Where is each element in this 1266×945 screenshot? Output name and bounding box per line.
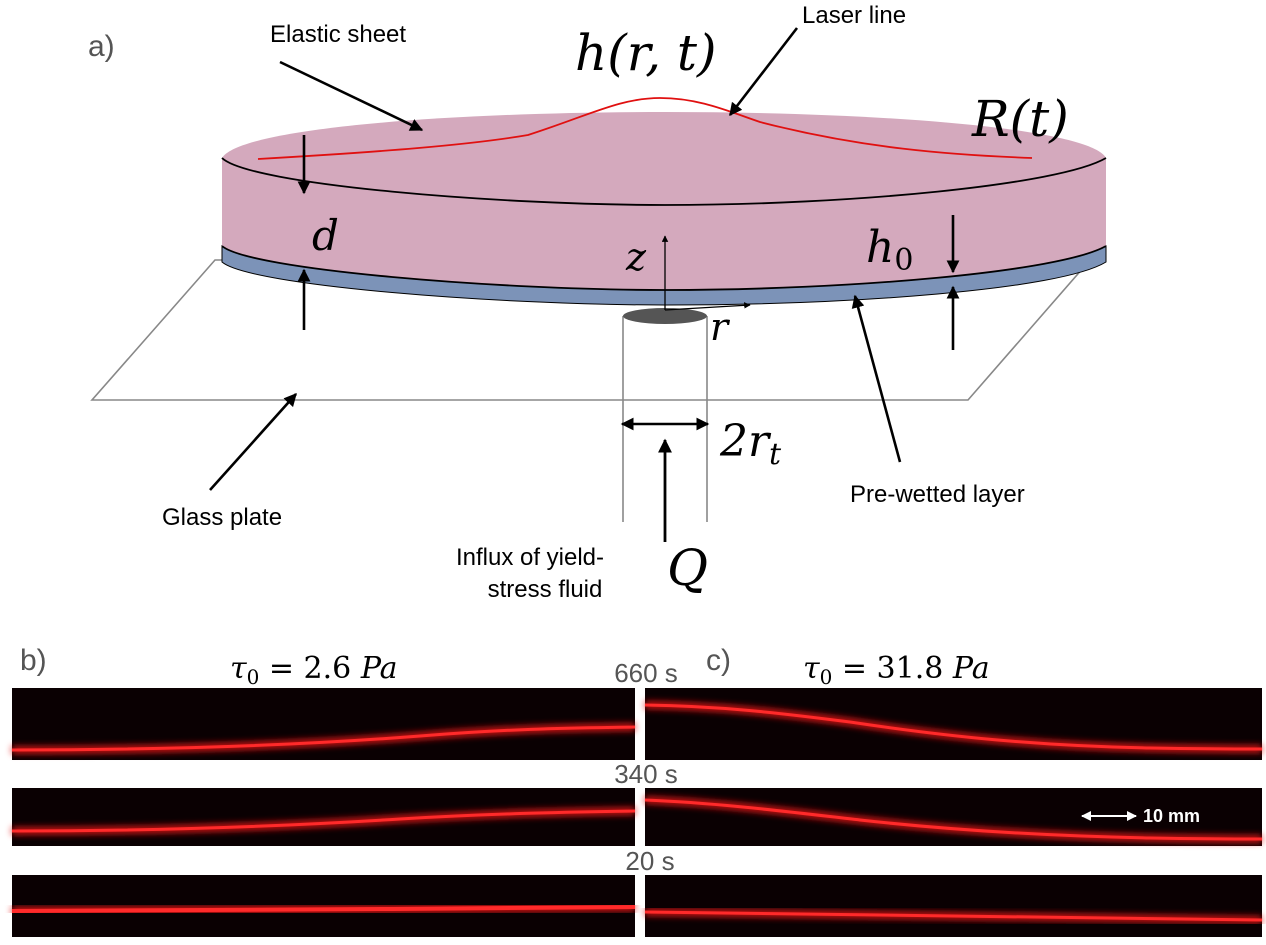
- panel-c-title-subscript: 0: [820, 665, 833, 689]
- elastic-sheet-side: [222, 158, 1106, 290]
- inlet-opening: [623, 308, 707, 324]
- time-label-660: 660 s: [614, 658, 678, 688]
- laser-line-curve: [257, 97, 1033, 160]
- panel-b-title-value: = 2.6: [259, 651, 360, 686]
- image-c-340s: 10 mm: [644, 788, 1263, 846]
- panel-b-title: τ0 = 2.6 Pa: [230, 651, 398, 689]
- time-label-20: 20 s: [625, 846, 674, 876]
- panel-b-title-unit: Pa: [360, 651, 398, 686]
- z-label: z: [625, 235, 647, 279]
- elastic-sheet-label: Elastic sheet: [270, 21, 406, 48]
- h0-label: h0: [866, 222, 913, 278]
- pre-wetted-layer-pointer: [851, 294, 902, 463]
- laser-line-pointer: [728, 27, 799, 117]
- panel-b-images: [11, 688, 636, 937]
- two-rt-base: 2r: [719, 416, 772, 467]
- panel-b-label: b): [20, 644, 47, 677]
- r-axis-arrow: [664, 302, 751, 311]
- panel-c-label: c): [706, 644, 731, 677]
- panel-a: a) E: [88, 2, 1107, 603]
- Q-label: Q: [667, 539, 708, 597]
- panels-bc: b) τ0 = 2.6 Pa c) τ0 = 31.8 Pa 660 s 340…: [11, 644, 1263, 937]
- panel-c-title-value: = 31.8: [832, 651, 953, 686]
- elastic-sheet-top: [222, 112, 1106, 205]
- two-rt-subscript: t: [769, 437, 782, 472]
- image-b-20s: [11, 875, 636, 937]
- image-b-660s: [11, 688, 636, 760]
- panel-c-title: τ0 = 31.8 Pa: [803, 651, 990, 689]
- panel-c-images: 10 mm: [644, 688, 1263, 937]
- influx-label-line2: stress fluid: [488, 576, 603, 603]
- panel-a-label: a): [88, 30, 115, 63]
- scale-bar-label: 10 mm: [1143, 806, 1200, 826]
- h0-base: h: [866, 222, 894, 273]
- image-b-340s: [11, 788, 636, 846]
- image-c-20s: [644, 875, 1263, 937]
- panel-c-title-symbol: τ: [803, 651, 820, 686]
- time-label-340: 340 s: [614, 759, 678, 789]
- laser-line-label: Laser line: [802, 2, 906, 29]
- influx-label-line1: Influx of yield-: [456, 544, 604, 571]
- glass-plate-label: Glass plate: [162, 504, 282, 531]
- r-label: r: [710, 305, 731, 349]
- panel-b-title-symbol: τ: [230, 651, 247, 686]
- h0-subscript: 0: [894, 243, 913, 278]
- pre-wetted-layer-label: Pre-wetted layer: [850, 481, 1025, 508]
- panel-b-title-subscript: 0: [247, 665, 260, 689]
- h-function-label: h(r, t): [575, 24, 717, 82]
- elastic-sheet-pointer: [279, 60, 424, 132]
- glass-plate-pointer: [209, 393, 297, 491]
- image-c-660s: [644, 688, 1263, 760]
- two-rt-label: 2rt: [719, 416, 782, 472]
- R-function-label: R(t): [971, 90, 1069, 148]
- sheet-top-edge: [221, 157, 1107, 206]
- panel-c-title-unit: Pa: [952, 651, 990, 686]
- d-label: d: [312, 211, 339, 260]
